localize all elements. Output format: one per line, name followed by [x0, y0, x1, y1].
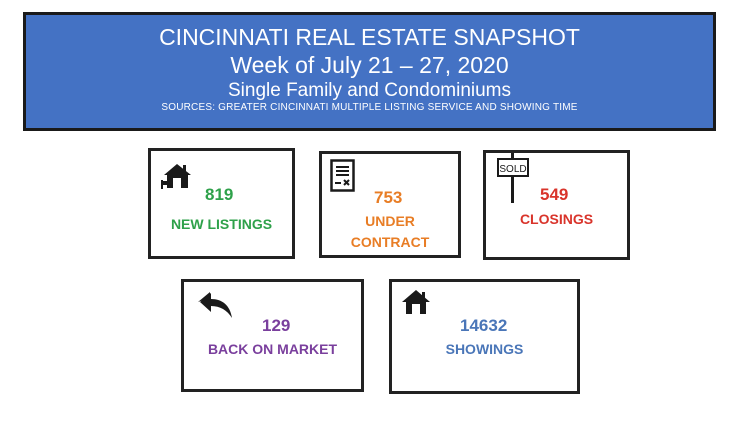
contract-document-icon	[330, 159, 356, 198]
house-icon	[401, 289, 431, 320]
page-subtitle: Single Family and Condominiums	[227, 80, 511, 101]
sources-note: SOURCES: GREATER CINCINNATI MULTIPLE LIS…	[161, 102, 578, 113]
under-contract-card: 753 UNDER CONTRACT	[319, 151, 461, 258]
sold-sign-text: SOLD	[499, 164, 526, 175]
back-on-market-card: 129 BACK ON MARKET	[181, 279, 364, 392]
back-arrow-icon	[198, 292, 234, 325]
showings-value: 14632	[460, 316, 508, 335]
back-on-market-value: 129	[262, 316, 291, 335]
under-contract-value: 753	[374, 188, 403, 207]
under-contract-label-line2: CONTRACT	[350, 234, 430, 250]
under-contract-label-line1: UNDER	[365, 213, 415, 229]
closings-card: SOLD 549 CLOSINGS	[483, 150, 630, 260]
closings-label: CLOSINGS	[519, 211, 594, 227]
back-on-market-label: BACK ON MARKET	[207, 341, 338, 357]
header-banner: CINCINNATI REAL ESTATE SNAPSHOT Week of …	[23, 12, 716, 131]
week-range: Week of July 21 – 27, 2020	[230, 52, 509, 78]
showings-label: SHOWINGS	[445, 341, 524, 357]
page-title: CINCINNATI REAL ESTATE SNAPSHOT	[159, 24, 580, 50]
showings-card: 14632 SHOWINGS	[389, 279, 580, 394]
closings-value: 549	[540, 185, 569, 204]
new-listings-label: NEW LISTINGS	[170, 216, 273, 232]
sold-sign-icon: SOLD	[496, 153, 530, 208]
new-listings-value: 819	[205, 185, 234, 204]
new-listings-card: 819 NEW LISTINGS	[148, 148, 295, 259]
house-for-sale-icon	[161, 161, 195, 196]
